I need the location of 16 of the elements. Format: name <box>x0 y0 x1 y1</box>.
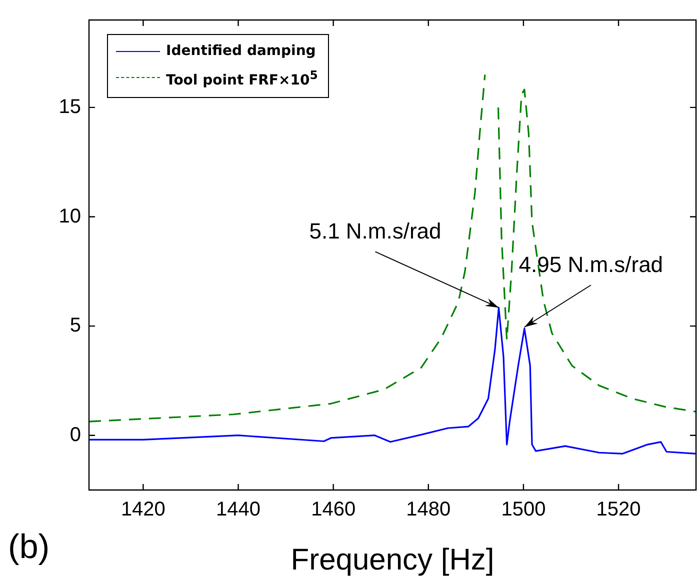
legend-label: Identified damping <box>166 42 316 61</box>
legend-label: Tool point FRF×10$^{5}$ <box>166 67 318 91</box>
x-tick-label: 1460 <box>311 498 356 521</box>
x-tick-label: 1480 <box>406 498 451 521</box>
y-tick-label: 10 <box>58 205 81 228</box>
x-tick-label: 1440 <box>216 498 261 521</box>
y-tick-label: 15 <box>58 96 81 118</box>
x-axis-title: Frequency [Hz] <box>290 543 494 576</box>
x-tick-label: 1520 <box>596 498 641 521</box>
annotation: 4.95 N.m.s/rad <box>518 252 664 278</box>
x-tick-label: 1420 <box>120 498 166 521</box>
annotation: 5.1 N.m.s/rad <box>309 218 442 244</box>
y-tick-label: 5 <box>70 314 81 337</box>
x-tick-label: 1500 <box>501 498 546 521</box>
y-tick-label: 0 <box>70 424 81 446</box>
text: (b) <box>8 528 50 567</box>
